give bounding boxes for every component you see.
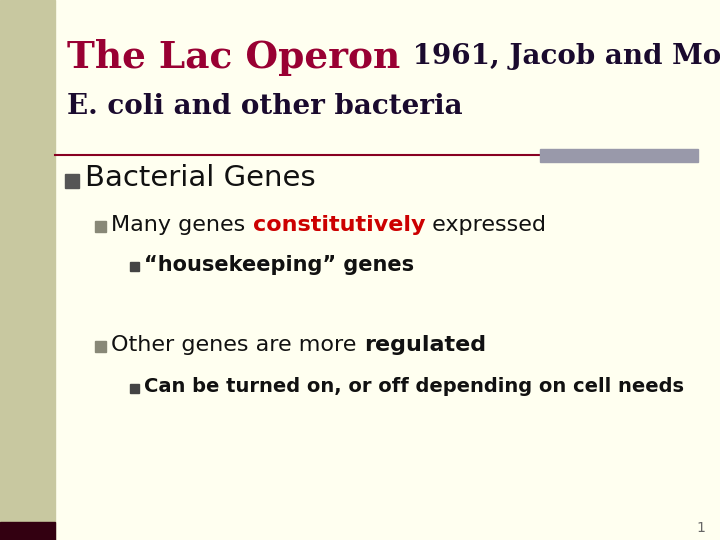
Text: constitutively: constitutively: [253, 215, 426, 235]
Text: 1: 1: [696, 521, 705, 535]
Text: The Lac Operon: The Lac Operon: [68, 38, 401, 76]
Bar: [540, 149, 698, 162]
Text: “housekeeping” genes: “housekeeping” genes: [145, 255, 415, 275]
Bar: [96, 221, 107, 232]
Bar: [96, 341, 107, 352]
Text: Can be turned on, or off depending on cell needs: Can be turned on, or off depending on ce…: [145, 377, 685, 396]
Text: 1961, Jacob and Monod: 1961, Jacob and Monod: [402, 44, 720, 71]
Text: regulated: regulated: [364, 335, 486, 355]
Bar: [130, 384, 140, 393]
Text: expressed: expressed: [426, 215, 546, 235]
Bar: [130, 262, 140, 271]
Text: Bacterial Genes: Bacterial Genes: [86, 164, 316, 192]
Bar: [66, 174, 79, 188]
Bar: [0, 0, 55, 540]
Text: E. coli and other bacteria: E. coli and other bacteria: [68, 93, 463, 120]
Text: Many genes: Many genes: [112, 215, 253, 235]
Text: Other genes are more: Other genes are more: [112, 335, 364, 355]
Bar: [0, 522, 55, 540]
